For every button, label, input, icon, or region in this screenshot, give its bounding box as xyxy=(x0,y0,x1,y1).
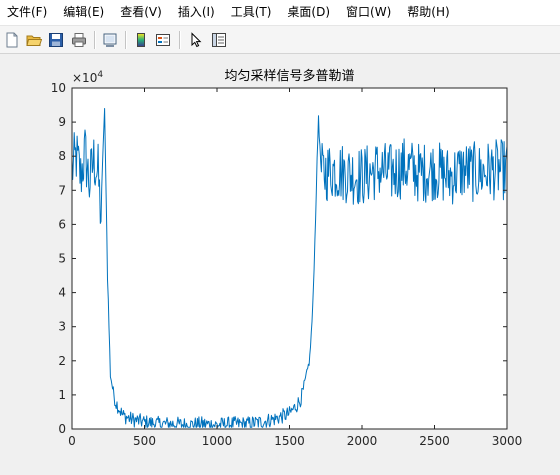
x-tick-label: 500 xyxy=(133,434,156,448)
menu-help[interactable]: 帮助(H) xyxy=(399,0,457,25)
print-button[interactable] xyxy=(69,30,89,50)
plot-area xyxy=(72,88,507,429)
y-tick-label: 1 xyxy=(58,388,66,402)
pointer-button[interactable] xyxy=(186,30,206,50)
print-icon xyxy=(71,32,87,48)
chart-title: 均匀采样信号多普勒谱 xyxy=(224,68,354,84)
x-tick-label: 2500 xyxy=(419,434,450,448)
y-tick-label: 4 xyxy=(58,286,66,300)
open-folder-button[interactable] xyxy=(24,30,44,50)
insert-colorbar-button[interactable] xyxy=(131,30,151,50)
x-tick-label: 2000 xyxy=(347,434,378,448)
property-inspector-icon xyxy=(211,32,227,48)
y-tick-label: 10 xyxy=(51,81,66,95)
insert-legend-icon xyxy=(155,32,171,48)
y-tick-label: 9 xyxy=(58,115,66,129)
x-tick-label: 1500 xyxy=(274,434,305,448)
x-tick-label: 1000 xyxy=(202,434,233,448)
toolbar-separator xyxy=(125,31,126,49)
y-axis-exponent: ×104 xyxy=(72,70,103,85)
toolbar-separator xyxy=(179,31,180,49)
menu-view[interactable]: 查看(V) xyxy=(112,0,170,25)
new-file-icon xyxy=(4,32,20,48)
property-inspector-button[interactable] xyxy=(209,30,229,50)
open-folder-icon xyxy=(26,32,42,48)
insert-legend-button[interactable] xyxy=(153,30,173,50)
y-exponent-power: 4 xyxy=(97,70,103,80)
y-tick-label: 7 xyxy=(58,183,66,197)
menu-tools[interactable]: 工具(T) xyxy=(223,0,280,25)
figure-canvas: 0 500 1000 1500 2000 2500 3000 0 1 2 3 4 5 6 7 8 9 10 均匀采… xyxy=(0,55,560,475)
y-tick-label: 5 xyxy=(58,252,66,266)
y-exponent-base: ×10 xyxy=(72,71,97,85)
y-tick-label: 0 xyxy=(58,422,66,436)
menu-desktop[interactable]: 桌面(D) xyxy=(279,0,338,25)
menu-file[interactable]: 文件(F) xyxy=(0,0,55,25)
y-tick-label: 8 xyxy=(58,149,66,163)
doppler-spectrum-chart[interactable]: 0 500 1000 1500 2000 2500 3000 0 1 2 3 4 5 6 7 8 9 10 均匀采… xyxy=(0,55,560,475)
link-plot-icon xyxy=(102,32,118,48)
y-tick-label: 6 xyxy=(58,217,66,231)
toolbar-separator xyxy=(94,31,95,49)
menu-window[interactable]: 窗口(W) xyxy=(338,0,399,25)
menu-edit[interactable]: 编辑(E) xyxy=(55,0,112,25)
link-plot-button[interactable] xyxy=(100,30,120,50)
x-tick-label: 3000 xyxy=(492,434,523,448)
menu-insert[interactable]: 插入(I) xyxy=(170,0,223,25)
save-icon xyxy=(48,32,64,48)
save-button[interactable] xyxy=(46,30,66,50)
pointer-icon xyxy=(188,32,204,48)
y-tick-label: 3 xyxy=(58,320,66,334)
y-tick-label: 2 xyxy=(58,354,66,368)
figure-toolbar xyxy=(0,25,560,54)
menu-bar: 文件(F) 编辑(E) 查看(V) 插入(I) 工具(T) 桌面(D) 窗口(W… xyxy=(0,0,560,25)
insert-colorbar-icon xyxy=(133,32,149,48)
x-tick-label: 0 xyxy=(68,434,76,448)
new-file-button[interactable] xyxy=(2,30,22,50)
